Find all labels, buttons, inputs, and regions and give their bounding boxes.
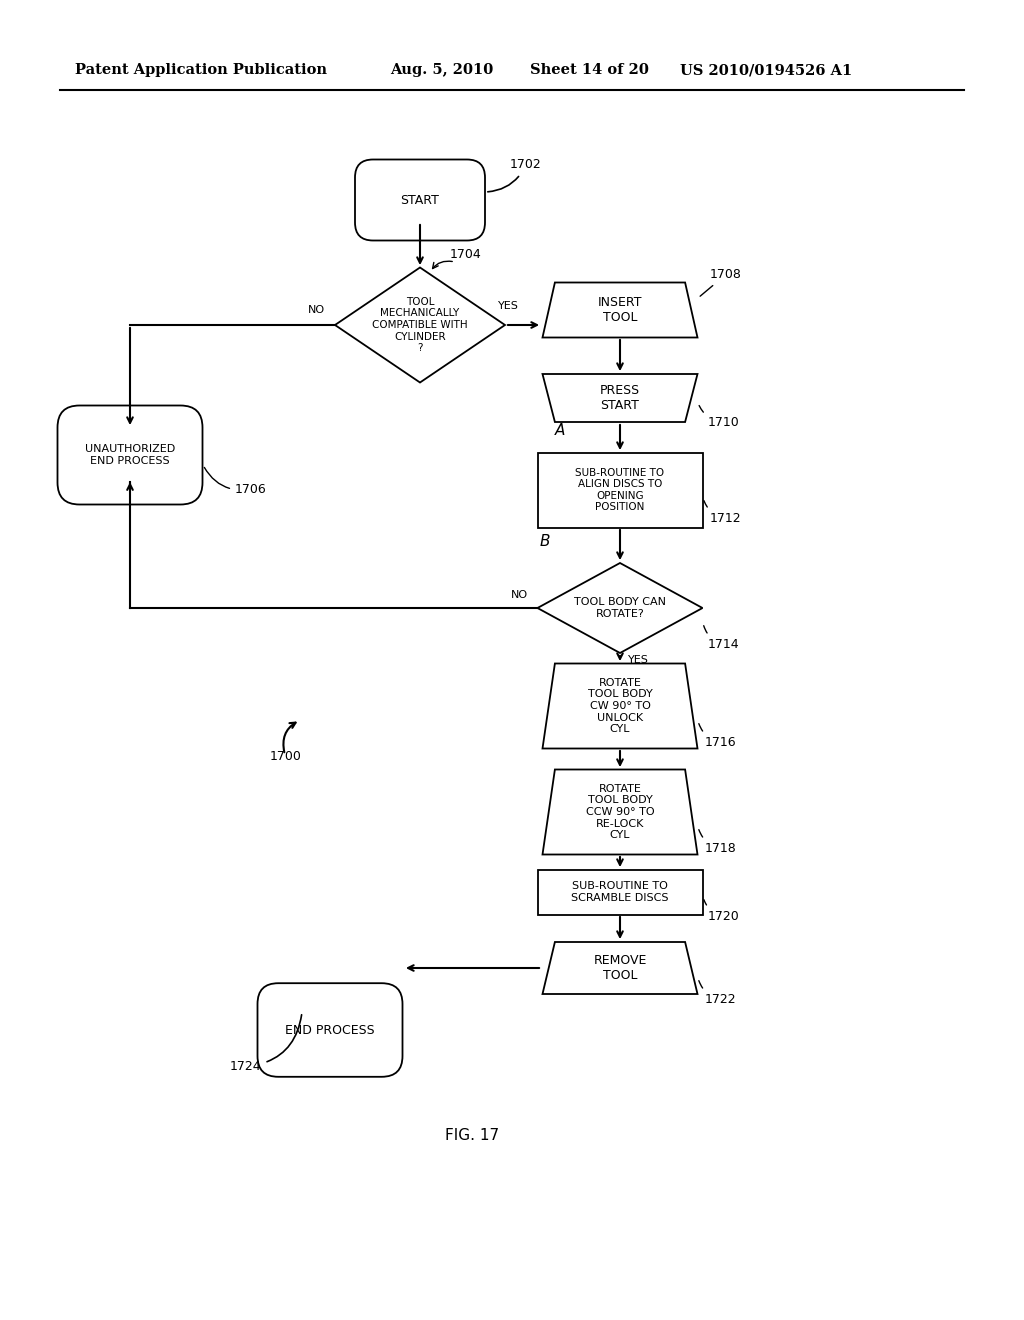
FancyBboxPatch shape <box>57 405 203 504</box>
Text: 1700: 1700 <box>270 750 302 763</box>
Text: 1722: 1722 <box>698 981 736 1006</box>
Polygon shape <box>543 282 697 338</box>
Polygon shape <box>538 564 702 653</box>
Text: REMOVE
TOOL: REMOVE TOOL <box>593 954 647 982</box>
Text: B: B <box>540 535 550 549</box>
Text: A: A <box>555 422 565 438</box>
Text: TOOL BODY CAN
ROTATE?: TOOL BODY CAN ROTATE? <box>574 597 666 619</box>
Text: YES: YES <box>498 301 518 312</box>
Text: PRESS
START: PRESS START <box>600 384 640 412</box>
FancyBboxPatch shape <box>355 160 485 240</box>
Bar <box>538 870 702 915</box>
Polygon shape <box>543 664 697 748</box>
Text: 1710: 1710 <box>699 405 739 429</box>
Text: Sheet 14 of 20: Sheet 14 of 20 <box>530 63 649 77</box>
Text: 1720: 1720 <box>703 900 739 923</box>
Text: 1712: 1712 <box>703 500 741 525</box>
Text: FIG. 17: FIG. 17 <box>445 1129 499 1143</box>
Text: 1702: 1702 <box>487 158 542 191</box>
Text: Aug. 5, 2010: Aug. 5, 2010 <box>390 63 494 77</box>
Text: 1716: 1716 <box>698 723 736 748</box>
Text: Patent Application Publication: Patent Application Publication <box>75 63 327 77</box>
Text: YES: YES <box>628 655 649 665</box>
Text: 1706: 1706 <box>205 467 266 496</box>
Polygon shape <box>543 770 697 854</box>
Text: ROTATE
TOOL BODY
CW 90° TO
UNLOCK
CYL: ROTATE TOOL BODY CW 90° TO UNLOCK CYL <box>588 677 652 734</box>
Text: SUB-ROUTINE TO
SCRAMBLE DISCS: SUB-ROUTINE TO SCRAMBLE DISCS <box>571 882 669 903</box>
Text: 1714: 1714 <box>703 626 739 651</box>
Polygon shape <box>335 268 505 383</box>
Text: US 2010/0194526 A1: US 2010/0194526 A1 <box>680 63 852 77</box>
Text: 1708: 1708 <box>700 268 741 296</box>
FancyBboxPatch shape <box>257 983 402 1077</box>
Text: NO: NO <box>511 590 528 601</box>
Text: TOOL
MECHANICALLY
COMPATIBLE WITH
CYLINDER
?: TOOL MECHANICALLY COMPATIBLE WITH CYLIND… <box>372 297 468 354</box>
Bar <box>538 453 702 528</box>
Polygon shape <box>543 942 697 994</box>
Text: START: START <box>400 194 439 206</box>
Text: NO: NO <box>308 305 325 315</box>
Text: 1704: 1704 <box>450 248 481 261</box>
Text: INSERT
TOOL: INSERT TOOL <box>598 296 642 323</box>
Text: END PROCESS: END PROCESS <box>286 1023 375 1036</box>
Text: UNAUTHORIZED
END PROCESS: UNAUTHORIZED END PROCESS <box>85 445 175 466</box>
Text: ROTATE
TOOL BODY
CCW 90° TO
RE-LOCK
CYL: ROTATE TOOL BODY CCW 90° TO RE-LOCK CYL <box>586 784 654 841</box>
Text: 1718: 1718 <box>698 830 736 855</box>
Text: 1724: 1724 <box>230 1015 302 1073</box>
Polygon shape <box>543 374 697 422</box>
Text: SUB-ROUTINE TO
ALIGN DISCS TO
OPENING
POSITION: SUB-ROUTINE TO ALIGN DISCS TO OPENING PO… <box>575 467 665 512</box>
